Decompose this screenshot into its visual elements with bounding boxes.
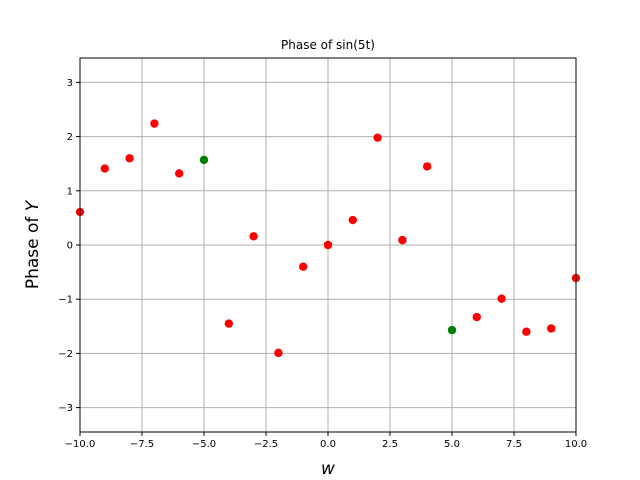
y-tick-label: 3	[67, 78, 73, 89]
data-point	[373, 133, 382, 142]
data-point	[224, 319, 233, 328]
y-axis-label: Phase of Y	[23, 199, 43, 289]
data-point	[472, 312, 481, 322]
x-tick-label: −10.0	[65, 439, 96, 450]
x-tick-label: −2.5	[254, 439, 278, 450]
x-tick-label: 7.5	[506, 439, 522, 450]
data-point	[150, 119, 159, 128]
x-tick-label: 2.5	[382, 439, 398, 450]
x-tick-label: 10.0	[565, 439, 587, 450]
data-point	[100, 164, 110, 173]
data-point	[249, 232, 258, 241]
x-tick-label: −5.0	[192, 439, 216, 450]
y-axis-label-prefix: Phase of	[23, 211, 43, 289]
chart-title: Phase of sin(5t)	[281, 38, 375, 52]
x-tick-label: 5.0	[444, 439, 460, 450]
data-point	[199, 155, 209, 165]
x-axis-label: w	[321, 459, 335, 479]
y-tick-label: 2	[67, 132, 73, 143]
y-tick-label: −1	[58, 295, 73, 306]
data-points	[75, 119, 581, 358]
y-tick-label: −3	[58, 403, 73, 414]
data-point	[125, 154, 134, 163]
data-point	[398, 235, 407, 245]
axis-ticks: −10.0 −7.5 −5.0 −2.5 0.0 2.5 5.0 7.5 10.0 −3 −2 −1 0…	[58, 78, 587, 450]
data-point	[522, 327, 531, 336]
y-tick-label: 1	[67, 186, 73, 197]
data-point	[497, 294, 506, 303]
data-point	[547, 324, 556, 333]
x-tick-label: 0.0	[320, 439, 336, 450]
y-tick-label: −2	[58, 349, 73, 360]
data-point	[447, 325, 457, 335]
y-tick-label: 0	[67, 241, 73, 252]
data-point	[175, 169, 184, 178]
y-axis-label-variable: Y	[23, 199, 43, 211]
data-point	[323, 240, 333, 250]
data-point	[274, 348, 283, 358]
data-point	[423, 162, 432, 171]
data-point	[299, 262, 308, 271]
data-point	[348, 215, 357, 225]
x-tick-label: −7.5	[130, 439, 154, 450]
